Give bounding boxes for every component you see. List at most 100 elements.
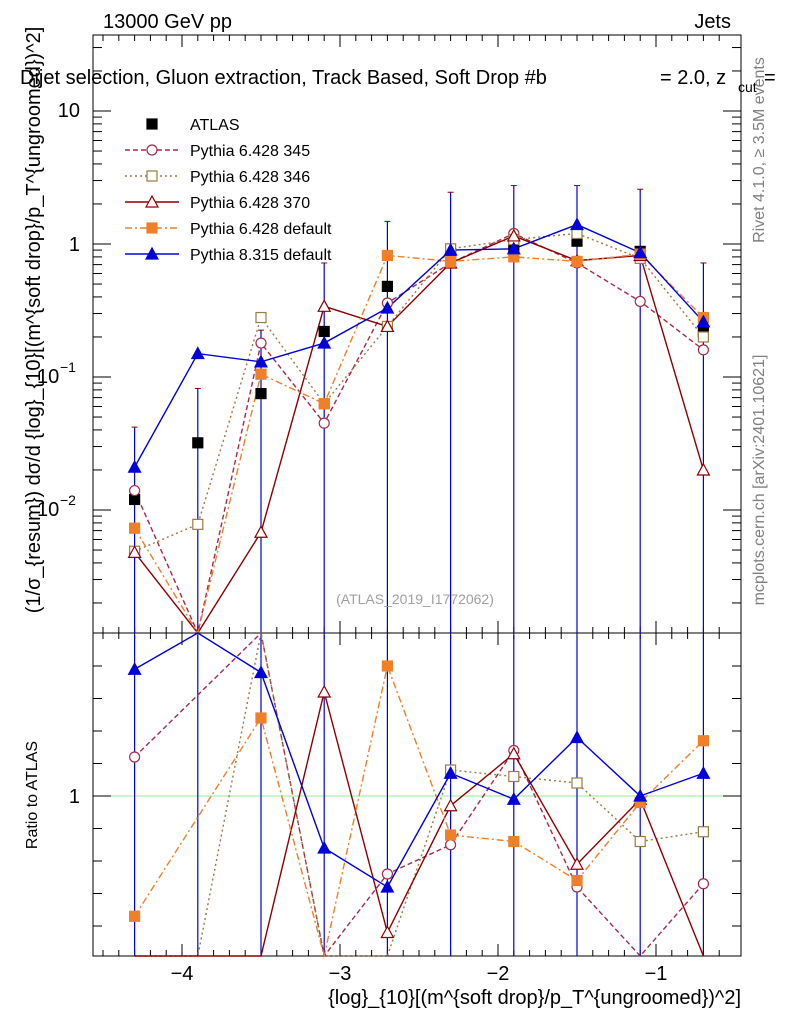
ratio-tick-label-1: 1 bbox=[69, 786, 80, 808]
series-pythia-6-428-default-ratio-point bbox=[697, 735, 710, 747]
x-tick-label--2: −2 bbox=[487, 963, 510, 985]
series-pythia-6-428-default-point bbox=[129, 522, 141, 534]
svg-text:−1: −1 bbox=[60, 359, 76, 375]
series-pythia-6-428-default-line bbox=[134, 253, 704, 635]
series-pythia-6-428-346-ratio-point bbox=[508, 770, 520, 783]
legend-atlas-marker bbox=[146, 118, 158, 130]
axis-ticks bbox=[93, 35, 741, 956]
series-pythia-8-315-default-point bbox=[696, 314, 711, 328]
y-tick-label-0.1: 10 −1 bbox=[37, 359, 76, 388]
svg-text:10: 10 bbox=[37, 499, 59, 521]
series-pythia-8-315-default-point bbox=[317, 335, 332, 349]
series-pythia-6-428-345-point bbox=[255, 337, 267, 349]
series-pythia-6-428-370-ratio-point bbox=[443, 798, 458, 812]
legend-atlas-label: ATLAS bbox=[190, 117, 240, 134]
series-pythia-6-428-345-point bbox=[318, 417, 330, 429]
series-pythia-6-428-370-ratio-line bbox=[134, 691, 705, 957]
legend-pythia-8-315-default-marker bbox=[144, 246, 160, 260]
series-pythia-8-315-default-ratio-point bbox=[696, 765, 711, 779]
series-pythia-6-428-345-point bbox=[697, 344, 710, 356]
series-pythia-8-315-default-ratio-point bbox=[569, 730, 585, 744]
y-tick-label-1: 1 bbox=[69, 234, 80, 256]
ratio-y-axis-label: Ratio to ATLAS bbox=[24, 741, 41, 849]
series-pythia-6-428-default-ratio-point bbox=[445, 829, 457, 841]
series-atlas-point bbox=[192, 437, 204, 449]
series-atlas-point bbox=[318, 325, 330, 338]
legend-pythia-8-315-default-label: Pythia 8.315 default bbox=[190, 247, 332, 264]
x-tick-label--4: −4 bbox=[171, 963, 194, 985]
svg-text:10: 10 bbox=[37, 366, 59, 388]
mcplots-label: mcplots.cern.ch [arXiv:2401.10621] bbox=[751, 355, 768, 606]
series-pythia-6-428-default-point bbox=[445, 255, 457, 267]
series-pythia-6-428-346-ratio-point bbox=[634, 835, 646, 848]
series-pythia-6-428-default-point bbox=[571, 255, 583, 267]
series-pythia-6-428-370-point bbox=[506, 228, 521, 242]
series-pythia-8-315-default-ratio-point bbox=[506, 791, 521, 805]
legend-pythia-6-428-default-label: Pythia 6.428 default bbox=[190, 221, 332, 238]
series-pythia-6-428-345-line bbox=[133, 232, 704, 636]
series-pythia-6-428-default-point bbox=[381, 249, 393, 262]
series-pythia-6-428-370-ratio-point bbox=[569, 856, 585, 870]
series-pythia-8-315-default-ratio-point bbox=[253, 665, 269, 679]
series-pythia-6-428-370-point bbox=[127, 545, 142, 558]
series-pythia-8-315-default-point bbox=[506, 241, 521, 255]
series-pythia-6-428-346-ratio-point bbox=[571, 777, 583, 789]
series-pythia-6-428-default-point bbox=[255, 368, 267, 380]
series-pythia-6-428-370-ratio-point bbox=[506, 746, 521, 760]
series-pythia-6-428-346-point bbox=[255, 311, 267, 324]
series-pythia-6-428-346-ratio-point bbox=[697, 826, 710, 838]
legend-pythia-6-428-default-marker bbox=[146, 222, 158, 234]
series-pythia-8-315-default-ratio-point bbox=[317, 840, 332, 854]
category-label: Jets bbox=[694, 11, 731, 33]
legend-pythia-6-428-345-label: Pythia 6.428 345 bbox=[190, 143, 310, 160]
series-pythia-8-315-default-ratio-point bbox=[127, 661, 142, 675]
legend-pythia-6-428-346-label: Pythia 6.428 346 bbox=[190, 169, 310, 186]
y-tick-label-10: 10 bbox=[58, 100, 80, 122]
series-pythia-6-428-346-point bbox=[697, 331, 710, 343]
series-pythia-6-428-default-ratio-line bbox=[134, 663, 704, 957]
plot-title-sub: cut bbox=[738, 79, 757, 95]
series-pythia-8-315-default-ratio-line bbox=[134, 632, 704, 888]
series-pythia-8-315-default-ratio-point bbox=[443, 765, 458, 779]
series-pythia-6-428-345-ratio-point bbox=[129, 751, 141, 763]
legend-pythia-6-428-345-marker bbox=[146, 144, 158, 156]
series-pythia-6-428-370-point bbox=[317, 299, 332, 312]
series-atlas-point bbox=[381, 280, 393, 292]
error-bars bbox=[131, 185, 707, 956]
plot-title-end: = bbox=[764, 67, 776, 89]
series-pythia-6-428-345-point bbox=[129, 484, 141, 497]
series-pythia-6-428-345-ratio-line bbox=[134, 631, 704, 958]
series-pythia-8-315-default-point bbox=[190, 346, 205, 360]
series-pythia-6-428-default-ratio-point bbox=[255, 712, 267, 724]
series-pythia-8-315-default-point bbox=[443, 242, 458, 256]
legend-pythia-6-428-370-marker bbox=[144, 194, 160, 208]
svg-text:−2: −2 bbox=[60, 492, 76, 508]
y-axis-label: (1/σ_{resum}) dσ/d {log}_{10}[(m^{soft d… bbox=[23, 27, 45, 614]
x-tick-label--1: −1 bbox=[645, 963, 668, 985]
y-tick-label-0.01: 10 −2 bbox=[37, 492, 76, 521]
series-pythia-6-428-370-line bbox=[134, 235, 705, 635]
series-pythia-6-428-346-ratio-line bbox=[134, 632, 704, 957]
series-pythia-8-315-default-point bbox=[253, 354, 269, 368]
series-pythia-6-428-370-point bbox=[380, 319, 395, 333]
series-pythia-6-428-370-ratio-point bbox=[317, 684, 332, 698]
ratio-panel-frame bbox=[92, 632, 742, 957]
series-pythia-6-428-346-line bbox=[134, 232, 704, 552]
series-pythia-8-315-default-line bbox=[133, 223, 704, 468]
legend-pythia-6-428-346-marker bbox=[146, 170, 158, 182]
x-tick-label--3: −3 bbox=[329, 963, 352, 985]
series-pythia-8-315-default-point bbox=[380, 300, 395, 314]
series-pythia-6-428-default-ratio-point bbox=[571, 874, 583, 887]
series-pythia-6-428-370-ratio-point bbox=[380, 925, 395, 939]
analysis-id: (ATLAS_2019_I1772062) bbox=[336, 591, 494, 607]
series-pythia-6-428-345-ratio-point bbox=[445, 839, 457, 851]
legend: ATLAS Pythia 6.428 345 Pythia 6.428 346 Pyt… bbox=[125, 117, 332, 264]
series-pythia-6-428-default-ratio-point bbox=[381, 660, 393, 672]
series-pythia-8-315-default-point bbox=[127, 459, 142, 473]
series-pythia-6-428-346-point bbox=[192, 518, 204, 530]
rivet-label: Rivet 4.1.0, ≥ 3.5M events bbox=[751, 57, 768, 243]
series-pythia-8-315-default-point bbox=[633, 245, 648, 259]
series-pythia-6-428-345-ratio-point bbox=[697, 878, 710, 890]
series-markers bbox=[127, 217, 711, 939]
